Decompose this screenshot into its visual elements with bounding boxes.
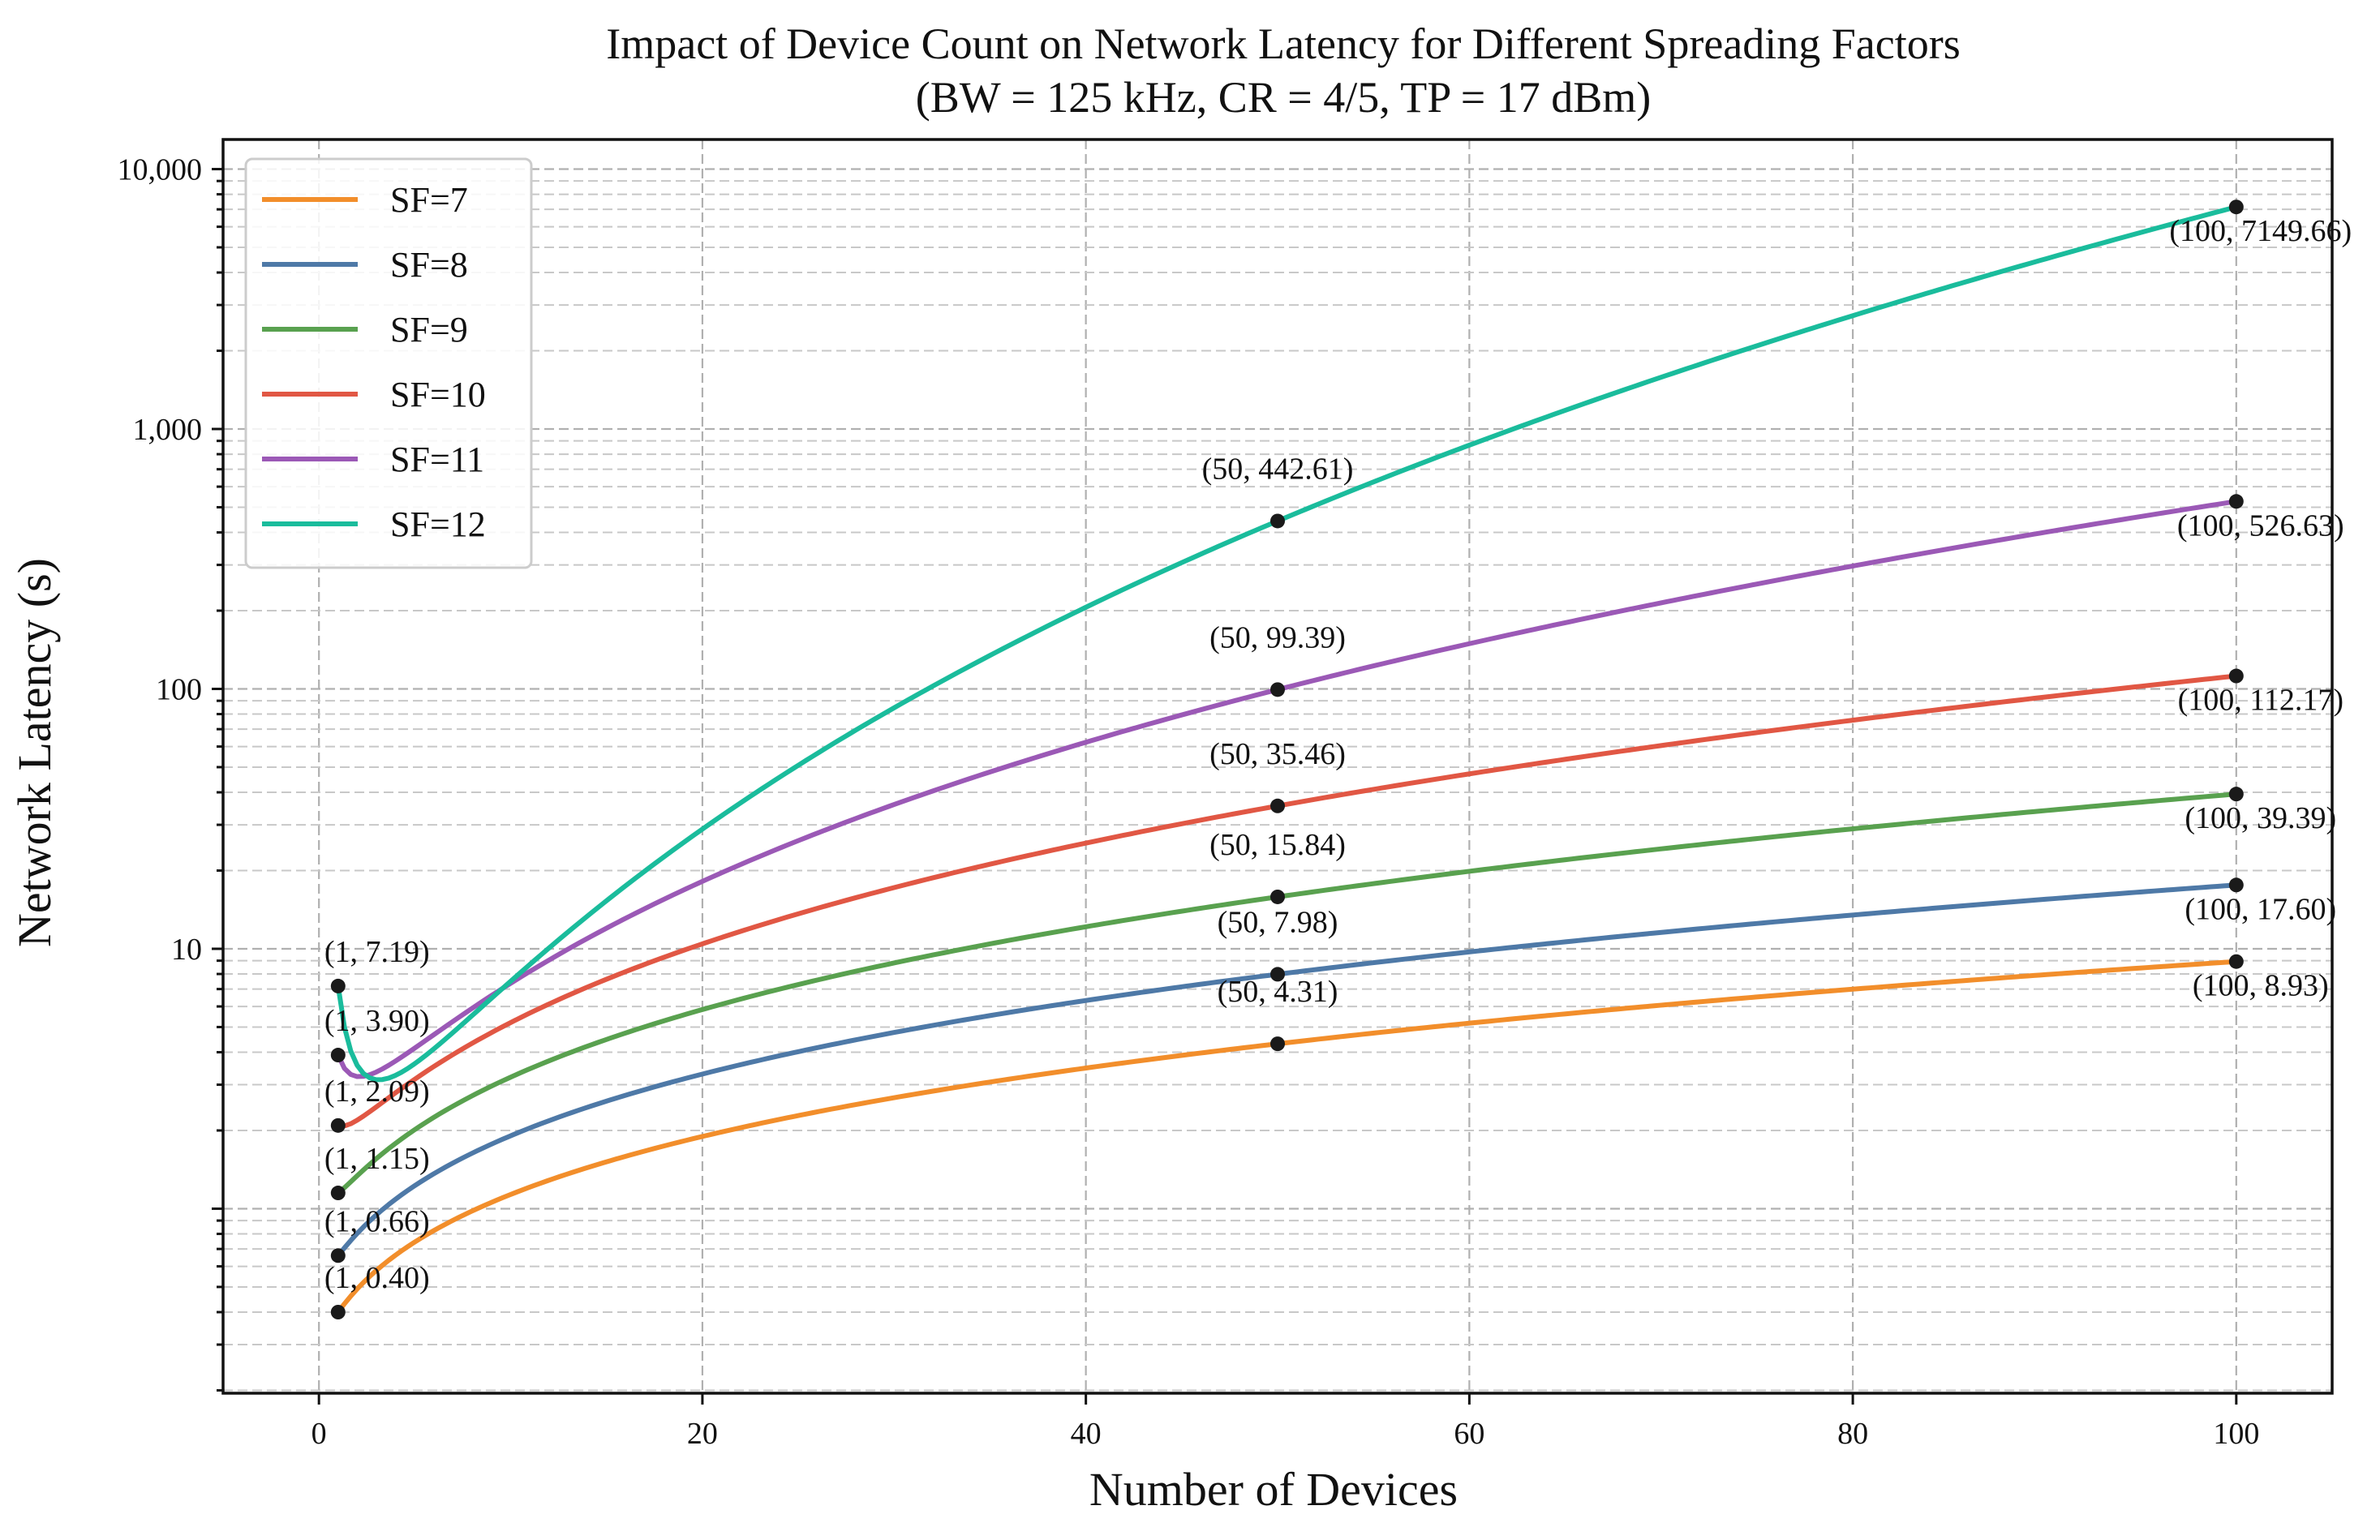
marker-layer: [330, 199, 2244, 1319]
data-point-label: (1, 0.66): [324, 1204, 430, 1238]
series-line-sf10: [335, 673, 2239, 1129]
data-point-label: (100, 112.17): [2178, 684, 2343, 718]
y-tick-label: 10,000: [118, 153, 203, 187]
data-point-marker: [330, 1248, 346, 1263]
data-point-label: (100, 7149.66): [2169, 214, 2352, 248]
legend-label: SF=9: [390, 310, 468, 350]
series-line-sf12: [335, 204, 2239, 1083]
data-point-label: (1, 2.09): [324, 1075, 430, 1109]
data-point-marker: [330, 1048, 346, 1063]
chart-title: Impact of Device Count on Network Latenc…: [606, 19, 1960, 68]
data-point-label: (1, 7.19): [324, 935, 430, 969]
data-point-label: (50, 15.84): [1209, 828, 1346, 862]
x-tick-label: 100: [2213, 1417, 2259, 1451]
data-point-marker: [1270, 682, 1285, 697]
data-point-marker: [330, 1186, 346, 1201]
x-tick-label: 0: [311, 1417, 327, 1451]
data-point-marker: [1270, 513, 1285, 529]
legend: SF=7 SF=8 SF=9 SF=10 SF=11 SF=12: [244, 157, 533, 569]
legend-label: SF=12: [390, 504, 486, 544]
data-point-marker: [2228, 877, 2244, 893]
y-tick-label: 10: [171, 933, 202, 967]
series-layer: [335, 204, 2239, 1315]
y-tick-label: 100: [156, 672, 202, 706]
legend-label: SF=10: [390, 375, 486, 414]
data-point-marker: [1270, 798, 1285, 813]
data-point-label: (50, 4.31): [1218, 975, 1338, 1009]
data-point-marker: [330, 978, 346, 993]
data-point-label: (50, 7.98): [1218, 905, 1338, 939]
data-point-marker: [330, 1304, 346, 1319]
legend-label: SF=11: [390, 440, 484, 479]
series-line-sf8: [335, 882, 2239, 1259]
series-line-sf11: [335, 499, 2239, 1079]
data-point-marker: [2228, 668, 2244, 684]
data-point-label: (1, 0.40): [324, 1261, 430, 1295]
data-point-label: (50, 99.39): [1209, 620, 1346, 654]
data-point-label: (100, 526.63): [2177, 508, 2344, 543]
data-point-marker: [2228, 954, 2244, 969]
y-axis-label: Network Latency (s): [8, 558, 61, 947]
legend-box: [244, 157, 533, 569]
data-point-marker: [330, 1117, 346, 1133]
x-tick-label: 20: [687, 1417, 718, 1451]
data-point-label: (1, 1.15): [324, 1142, 430, 1176]
chart-subtitle: (BW = 125 kHz, CR = 4/5, TP = 17 dBm): [916, 73, 1651, 122]
data-point-label: (100, 8.93): [2193, 969, 2329, 1003]
data-point-marker: [2228, 199, 2244, 215]
data-point-marker: [2228, 494, 2244, 509]
data-point-marker: [2228, 787, 2244, 802]
data-point-label: (1, 3.90): [324, 1004, 430, 1038]
x-tick-label: 80: [1837, 1417, 1868, 1451]
legend-label: SF=7: [390, 180, 468, 220]
data-point-marker: [1270, 967, 1285, 982]
axis-ticks: 0 20 40 60 80 100 10 100 1,000 10,000: [118, 153, 2260, 1451]
data-point-label: (100, 39.39): [2185, 801, 2336, 835]
x-axis-label: Number of Devices: [1089, 1463, 1458, 1516]
grid-layer: [223, 139, 2332, 1393]
x-tick-label: 60: [1454, 1417, 1484, 1451]
x-tick-label: 40: [1071, 1417, 1102, 1451]
data-point-label: (50, 442.61): [1202, 452, 1354, 486]
series-line-sf9: [335, 791, 2239, 1196]
series-line-sf7: [335, 959, 2239, 1315]
data-point-label: (50, 35.46): [1209, 737, 1346, 771]
y-tick-label: 1,000: [133, 413, 203, 447]
data-label-layer: (1, 0.40) (50, 4.31) (100, 8.93) (1, 0.66) (…: [324, 214, 2352, 1295]
data-point-marker: [1270, 1036, 1285, 1052]
legend-label: SF=8: [390, 245, 468, 285]
data-point-marker: [1270, 889, 1285, 904]
data-point-label: (100, 17.60): [2185, 892, 2336, 926]
